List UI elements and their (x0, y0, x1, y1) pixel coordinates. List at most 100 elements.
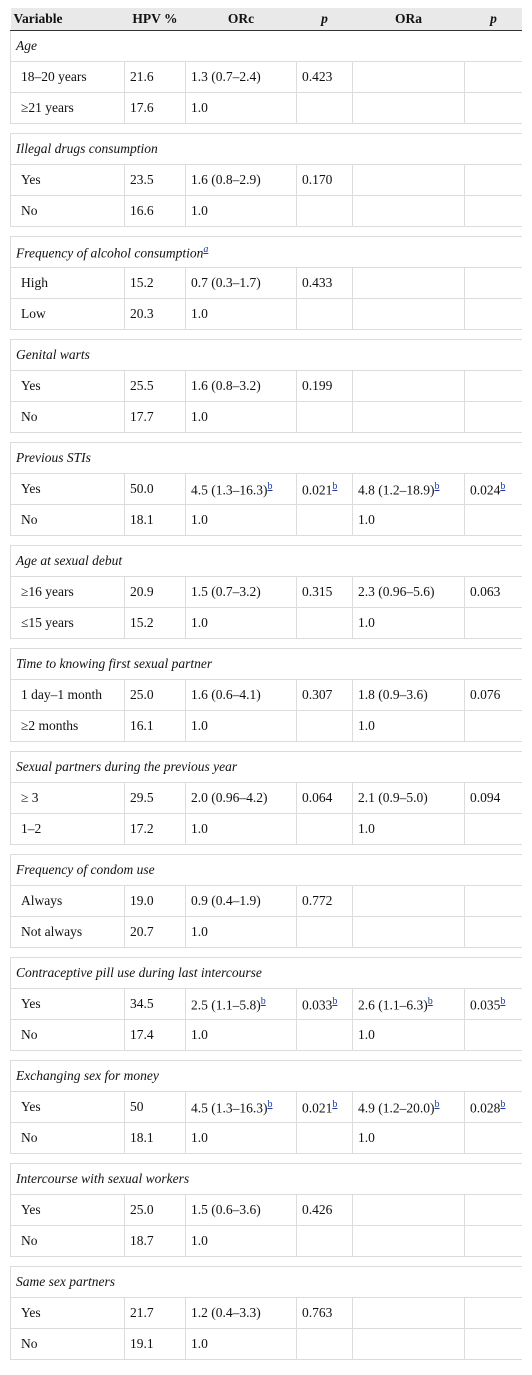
cell: 4.5 (1.3–16.3)b (185, 473, 297, 505)
cell: 19.0 (124, 885, 186, 917)
cell (352, 916, 465, 948)
group-title-row: Frequency of alcohol consumptiona (10, 236, 522, 268)
cell: 0.426 (296, 1194, 353, 1226)
cell: 20.9 (124, 576, 186, 608)
cell: 19.1 (124, 1328, 186, 1360)
footnote-link[interactable]: b (500, 1098, 506, 1110)
footnote-link[interactable]: b (267, 1098, 273, 1110)
data-row: ≤15 years 15.2 1.0 1.0 (10, 607, 522, 639)
group-gap (10, 947, 522, 958)
footnote-link[interactable]: b (500, 995, 506, 1007)
footnote-link[interactable]: a (203, 243, 209, 255)
cell (464, 298, 522, 330)
group-title: Age (10, 30, 522, 62)
footnote-link[interactable]: b (332, 1098, 338, 1110)
cell: 0.024b (464, 473, 522, 505)
data-row: Yes 50.0 4.5 (1.3–16.3)b 0.021b 4.8 (1.2–18.… (10, 473, 522, 505)
cell: 4.5 (1.3–16.3)b (185, 1091, 297, 1123)
group-gap (10, 329, 522, 340)
cell: 1.0 (185, 710, 297, 742)
cell (296, 607, 353, 639)
row-label: Yes (10, 1297, 125, 1329)
cell: 4.9 (1.2–20.0)b (352, 1091, 465, 1123)
row-label: Yes (10, 164, 125, 196)
cell: 15.2 (124, 607, 186, 639)
data-row: No 16.6 1.0 (10, 195, 522, 227)
cell (464, 504, 522, 536)
cell: 1.0 (352, 813, 465, 845)
cell (296, 1122, 353, 1154)
table-wrap: Variable HPV % ORc p ORa p Age 18–20 years 21.6… (10, 8, 522, 1363)
cell (352, 1297, 465, 1329)
cell-text: 0.021 (302, 1100, 333, 1116)
cell: 1.5 (0.6–3.6) (185, 1194, 297, 1226)
row-label: No (10, 1328, 125, 1360)
row-label: ≤15 years (10, 607, 125, 639)
row-label: No (10, 1225, 125, 1257)
footnote-link[interactable]: b (267, 480, 273, 492)
cell: 0.021b (296, 1091, 353, 1123)
cell: 1.0 (352, 1019, 465, 1051)
cell: 20.7 (124, 916, 186, 948)
group-title: Previous STIs (10, 442, 522, 474)
footnote-link[interactable]: b (434, 480, 440, 492)
group-title: Time to knowing first sexual partner (10, 648, 522, 680)
row-label: Yes (10, 988, 125, 1020)
cell: 16.1 (124, 710, 186, 742)
cell (464, 370, 522, 402)
gap-cell (10, 1359, 522, 1363)
data-row: Not always 20.7 1.0 (10, 916, 522, 948)
cell: 1.0 (185, 92, 297, 124)
group-title-row: Contraceptive pill use during last inter… (10, 957, 522, 989)
cell: 0.307 (296, 679, 353, 711)
cell (464, 813, 522, 845)
footnote-link[interactable]: b (500, 480, 506, 492)
row-label: ≥21 years (10, 92, 125, 124)
data-row: No 18.1 1.0 1.0 (10, 504, 522, 536)
cell (464, 1328, 522, 1360)
data-row: No 18.1 1.0 1.0 (10, 1122, 522, 1154)
footnote-link[interactable]: b (434, 1098, 440, 1110)
row-label: High (10, 267, 125, 299)
group-title-text: Contraceptive pill use during last inter… (16, 965, 262, 980)
gap-cell (10, 1153, 522, 1164)
cell: 18.1 (124, 1122, 186, 1154)
row-label: ≥2 months (10, 710, 125, 742)
cell (464, 267, 522, 299)
group-title: Frequency of condom use (10, 854, 522, 886)
footnote-link[interactable]: b (427, 995, 433, 1007)
cell (352, 885, 465, 917)
cell (352, 298, 465, 330)
row-label: Low (10, 298, 125, 330)
cell: 17.6 (124, 92, 186, 124)
group-gap (10, 638, 522, 649)
group-gap (10, 1359, 522, 1363)
cell: 2.6 (1.1–6.3)b (352, 988, 465, 1020)
cell: 2.1 (0.9–5.0) (352, 782, 465, 814)
header-row: Variable HPV % ORc p ORa p (10, 8, 522, 31)
group-title-text: Exchanging sex for money (16, 1068, 159, 1083)
cell (464, 1122, 522, 1154)
cell: 18.7 (124, 1225, 186, 1257)
row-label: No (10, 504, 125, 536)
footnote-link[interactable]: b (332, 480, 338, 492)
footnote-link[interactable]: b (260, 995, 266, 1007)
table-body: Age 18–20 years 21.6 1.3 (0.7–2.4) 0.423 ≥21 … (10, 30, 522, 1363)
cell: 1.0 (352, 504, 465, 536)
group-title-text: Illegal drugs consumption (16, 141, 158, 156)
group-title: Same sex partners (10, 1266, 522, 1298)
cell: 1.0 (185, 813, 297, 845)
cell (464, 607, 522, 639)
gap-cell (10, 741, 522, 752)
group-title-row: Sexual partners during the previous year (10, 751, 522, 783)
group-gap (10, 535, 522, 546)
cell (352, 370, 465, 402)
gap-cell (10, 844, 522, 855)
cell: 0.315 (296, 576, 353, 608)
cell: 4.8 (1.2–18.9)b (352, 473, 465, 505)
footnote-link[interactable]: b (332, 995, 338, 1007)
cell: 1.0 (185, 401, 297, 433)
gap-cell (10, 1050, 522, 1061)
group-title-text: Time to knowing first sexual partner (16, 656, 213, 671)
cell (464, 1225, 522, 1257)
